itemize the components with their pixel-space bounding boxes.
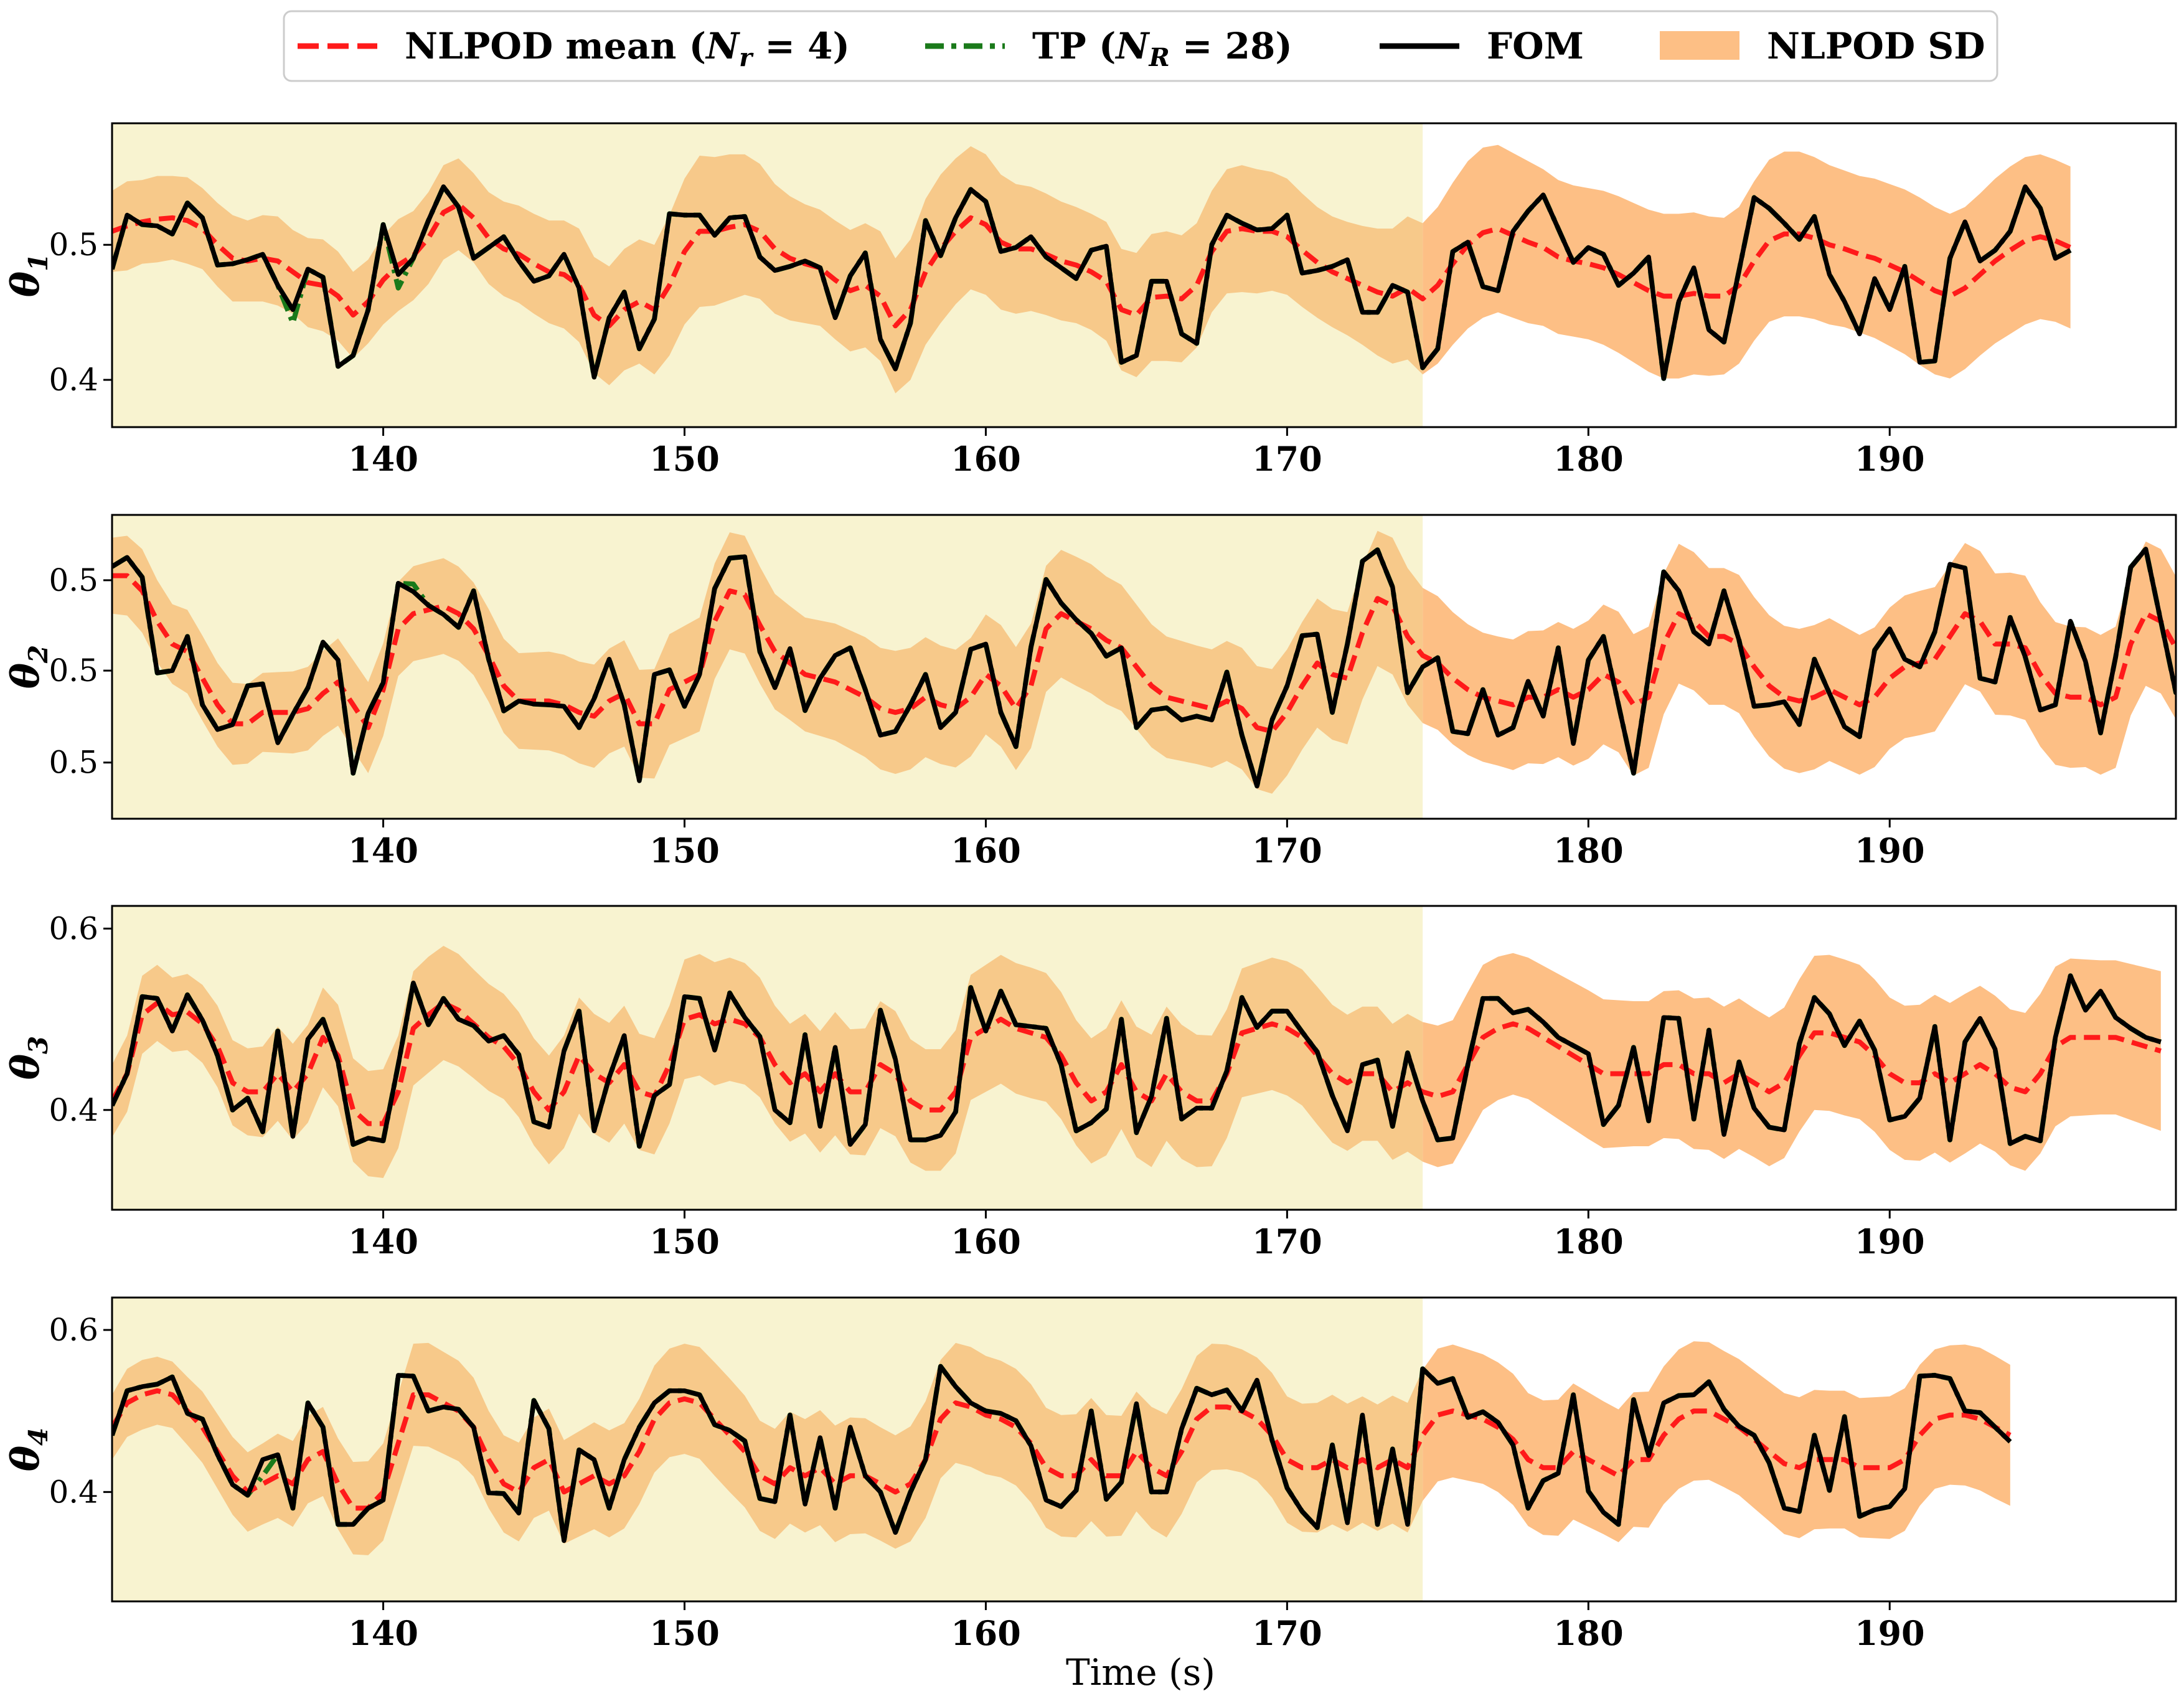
x-tick-label-theta3-160: 160 — [951, 1222, 1021, 1261]
x-tick-label-theta1-180: 180 — [1553, 439, 1624, 479]
y-tick-label-theta4-1: 0.6 — [49, 1312, 98, 1348]
legend-item-fom: FOM — [1380, 25, 1584, 67]
x-tick-label-theta4-140: 140 — [348, 1613, 418, 1653]
sd-band-test-theta2 — [1423, 541, 2176, 776]
nlpod-mean-line-theta4 — [112, 1388, 2012, 1511]
legend-label-sd: NLPOD SD — [1767, 25, 1985, 67]
legend-frame — [283, 10, 1998, 82]
x-tick-label-theta1-150: 150 — [649, 439, 720, 479]
legend: NLPOD mean (Nr = 4) TP (NR = 28) FOM NLPOD … — [283, 10, 1998, 82]
x-tick-label-theta2-190: 190 — [1855, 831, 1925, 870]
y-tick-label-theta2-1: 0.5 — [49, 653, 98, 689]
x-tick-label-theta4-160: 160 — [951, 1613, 1021, 1653]
legend-label-fom: FOM — [1487, 25, 1584, 67]
x-tick-label-theta4-150: 150 — [649, 1613, 720, 1653]
y-tick-label-theta2-2: 0.5 — [49, 745, 98, 781]
x-tick-label-theta2-170: 170 — [1252, 831, 1322, 870]
y-tick-label-theta3-1: 0.6 — [49, 910, 98, 946]
x-tick-label-theta1-140: 140 — [348, 439, 418, 479]
plot-area-theta2 — [112, 515, 2176, 819]
y-tick-label-theta2-0: 0.5 — [49, 562, 98, 598]
plot-area-theta4 — [112, 1298, 2012, 1601]
x-tick-label-theta2-180: 180 — [1553, 831, 1624, 870]
legend-item-tp: TP (NR = 28) — [925, 25, 1292, 72]
x-tick-label-theta3-190: 190 — [1855, 1222, 1925, 1261]
x-tick-label-theta4-170: 170 — [1252, 1613, 1322, 1653]
fom-line-theta2 — [112, 547, 2176, 789]
legend-label-nlpod: NLPOD mean (Nr = 4) — [405, 25, 850, 72]
y-tick-label-theta4-0: 0.4 — [49, 1474, 98, 1510]
sd-band-test-theta4 — [1423, 1341, 2010, 1542]
sd-band-train-theta4 — [112, 1342, 1423, 1555]
y-tick-label-theta1-0: 0.4 — [49, 362, 98, 398]
x-axis-label: Time (s) — [1066, 1651, 1215, 1694]
panel-theta3: 140 150 160 170 180 190 0.4 0.6 θ3 — [2, 905, 2177, 1261]
y-axis-label-theta1: θ1 — [2, 253, 54, 298]
nlpod-mean-line-theta1 — [112, 202, 2072, 329]
x-tick-label-theta2-160: 160 — [951, 831, 1021, 870]
axes-frame-theta3 — [111, 905, 2177, 1211]
y-axis-label-theta4: θ4 — [2, 1428, 54, 1472]
fom-line-theta3 — [112, 973, 2162, 1149]
fom-line-theta4 — [112, 1364, 2012, 1543]
fom-line-theta1 — [112, 184, 2072, 381]
x-tick-label-theta3-180: 180 — [1553, 1222, 1624, 1261]
axes-frame-theta2 — [111, 514, 2177, 820]
y-tick-label-theta3-0: 0.4 — [49, 1092, 98, 1128]
plot-area-theta3 — [112, 906, 2162, 1210]
x-tick-label-theta4-190: 190 — [1855, 1613, 1925, 1653]
y-axis-label-theta3: θ3 — [2, 1036, 54, 1080]
x-tick-label-theta3-140: 140 — [348, 1222, 418, 1261]
legend-item-sd: NLPOD SD — [1660, 25, 1985, 67]
legend-swatch-sd — [1660, 31, 1739, 60]
x-tick-label-theta1-170: 170 — [1252, 439, 1322, 479]
x-tick-label-theta2-140: 140 — [348, 831, 418, 870]
x-tick-label-theta3-170: 170 — [1252, 1222, 1322, 1261]
x-tick-label-theta2-150: 150 — [649, 831, 720, 870]
nlpod-mean-line-theta3 — [112, 1000, 2162, 1126]
x-tick-label-theta3-150: 150 — [649, 1222, 720, 1261]
y-axis-label-theta2: θ2 — [2, 645, 54, 689]
sd-band-train-theta1 — [112, 146, 1423, 393]
axes-frame-theta4 — [111, 1296, 2177, 1603]
y-tick-label-theta1-1: 0.5 — [49, 227, 98, 263]
legend-label-tp: TP (NR = 28) — [1032, 25, 1292, 72]
panel-theta1: 140 150 160 170 180 190 0.4 0.5θ1 — [2, 122, 2177, 479]
x-tick-label-theta4-180: 180 — [1553, 1613, 1624, 1653]
nlpod-mean-line-theta2 — [112, 573, 2176, 734]
x-tick-label-theta1-190: 190 — [1855, 439, 1925, 479]
axes-frame-theta1 — [111, 122, 2177, 428]
x-tick-label-theta1-160: 160 — [951, 439, 1021, 479]
sd-band-train-theta2 — [112, 530, 1423, 794]
legend-item-nlpod: NLPOD mean (Nr = 4) — [298, 25, 850, 72]
panel-theta4: 140 150 160 170 180 190 0.4 0.6 θ4 — [2, 1296, 2177, 1653]
sd-band-test-theta1 — [1423, 144, 2071, 379]
plot-area-theta1 — [112, 123, 2072, 427]
